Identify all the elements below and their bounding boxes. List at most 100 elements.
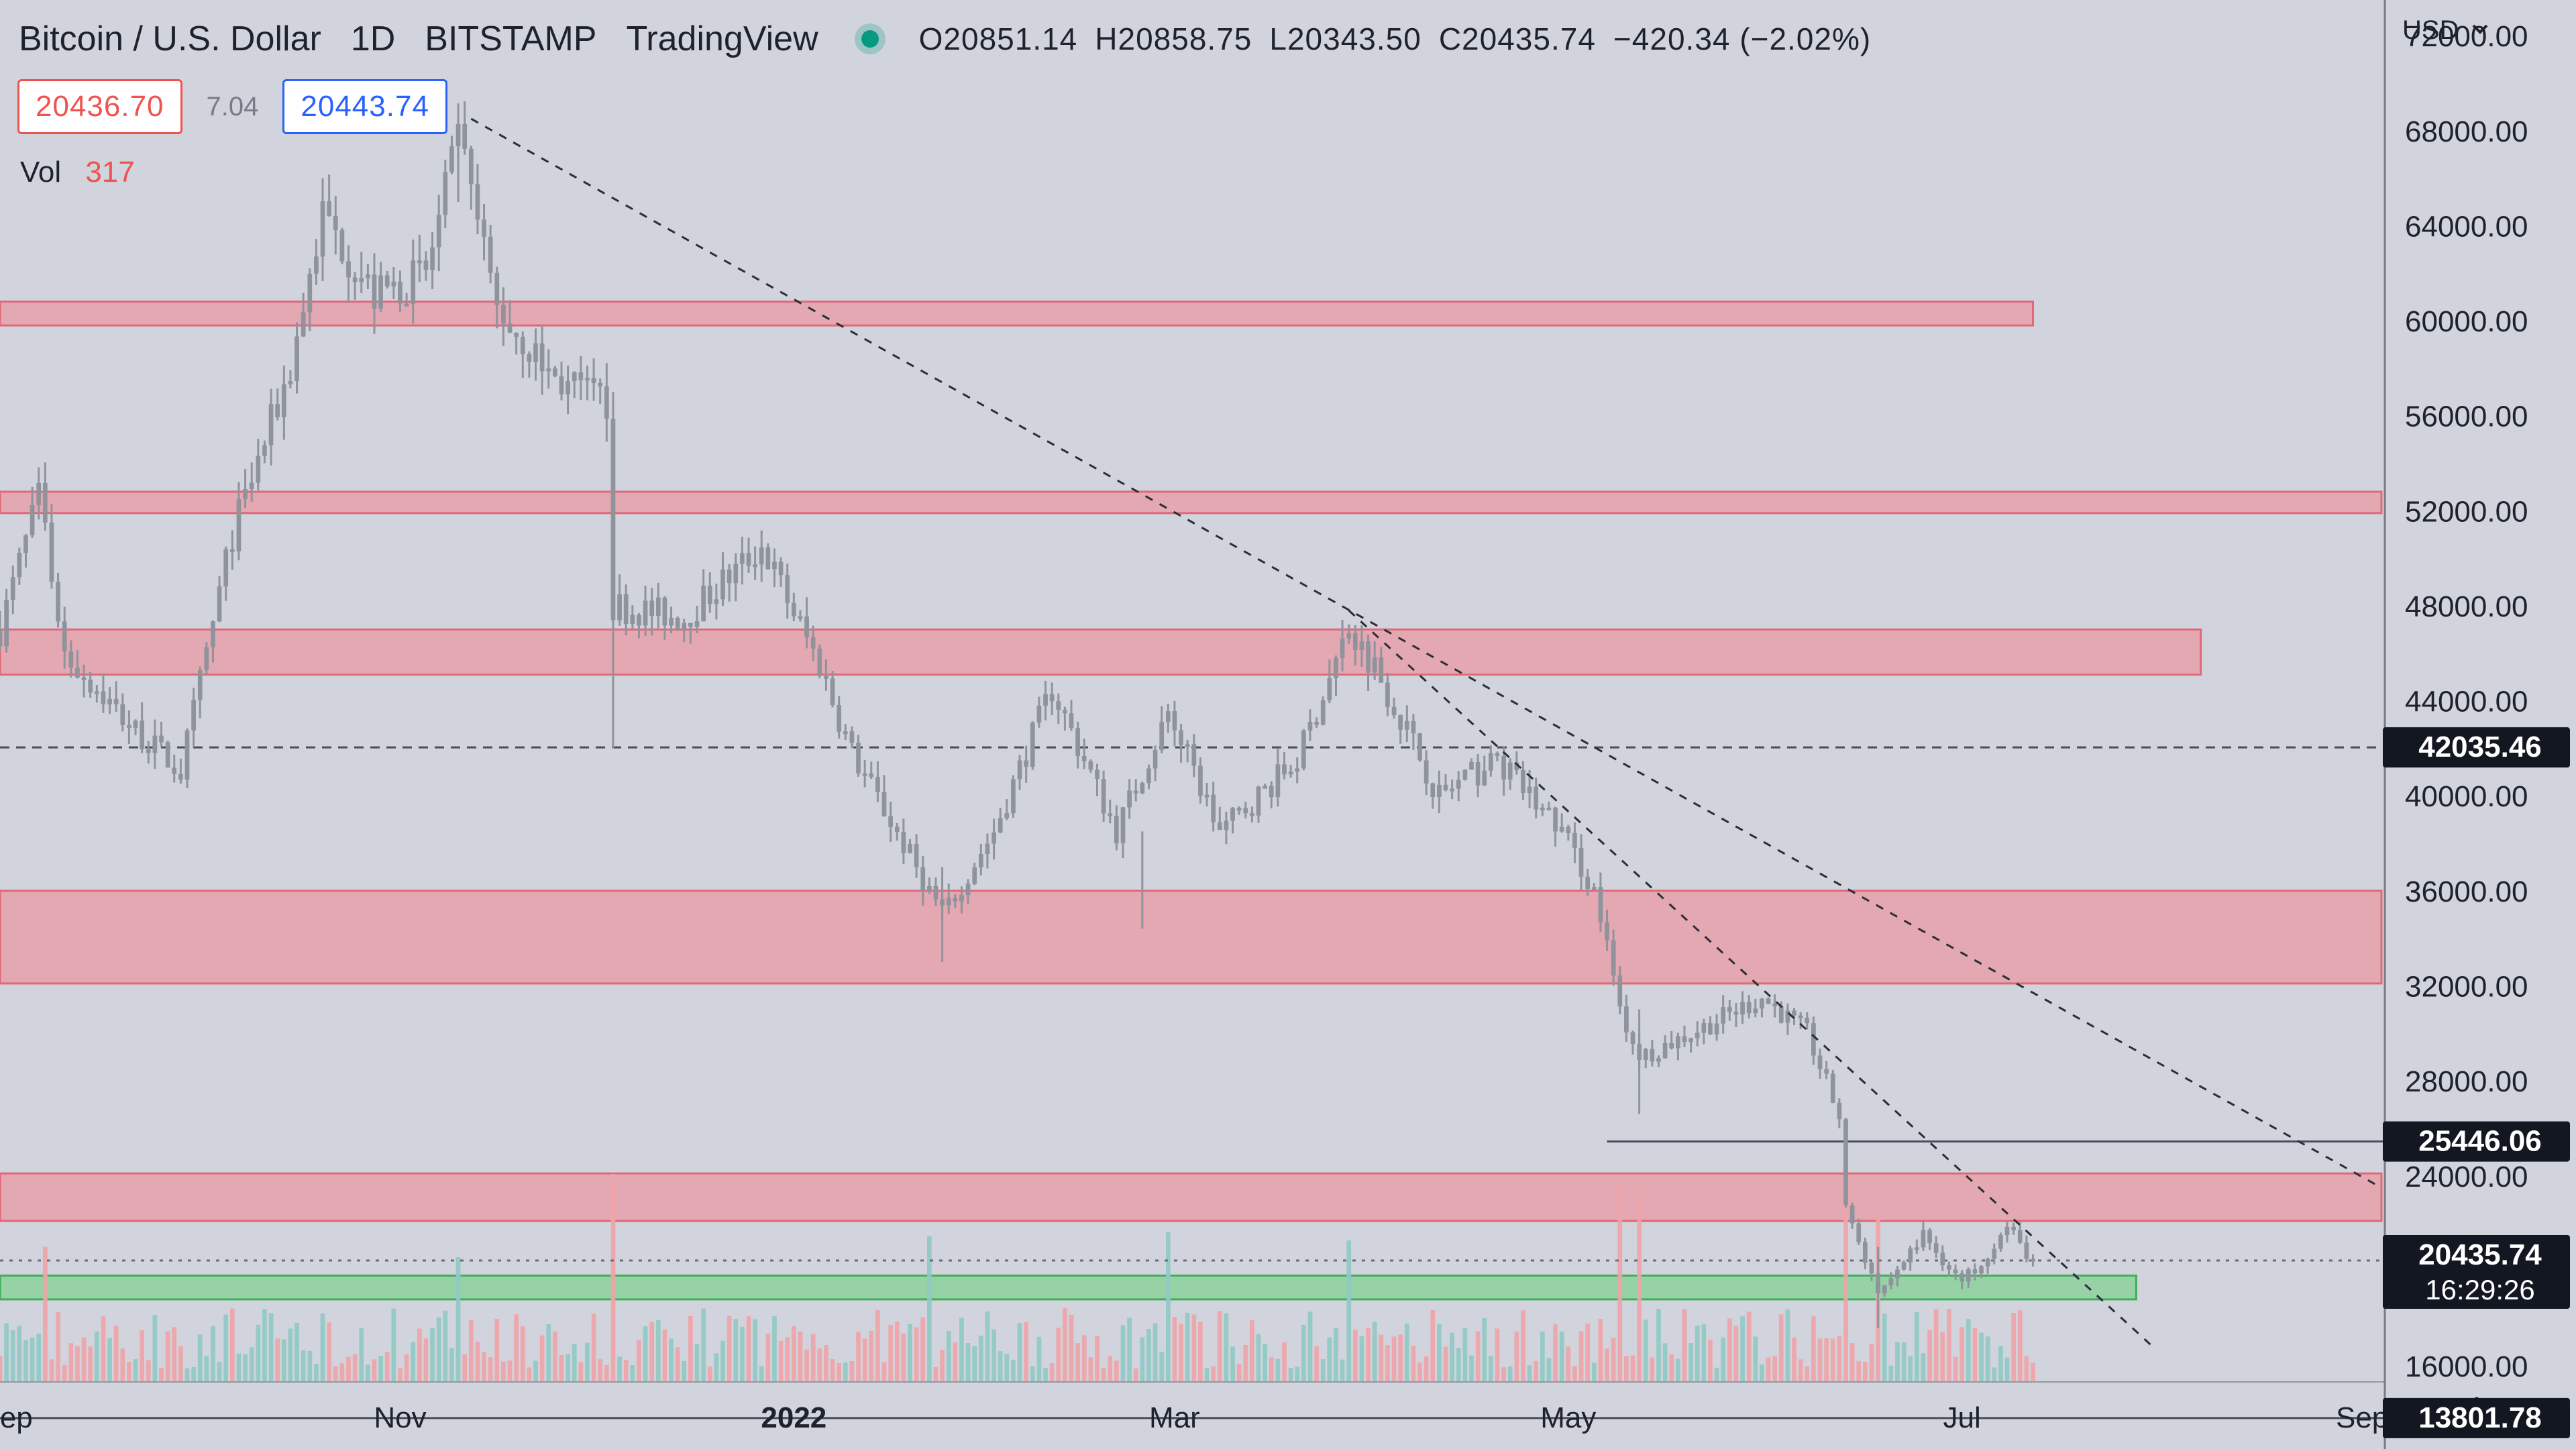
volume-bar	[617, 1356, 622, 1382]
candle-body	[101, 691, 106, 705]
volume-bar	[901, 1333, 906, 1382]
candle-body	[559, 376, 564, 394]
candle-body	[1992, 1248, 1997, 1259]
candle-body	[1095, 769, 1099, 780]
candle-body	[1721, 1007, 1726, 1024]
chevron-down-icon[interactable]	[2472, 24, 2488, 34]
volume-bar	[68, 1343, 74, 1382]
volume-bar	[1578, 1331, 1584, 1382]
candle-body	[1307, 722, 1313, 731]
price-axis-label-bg-2	[2383, 1234, 2570, 1309]
volume-bar	[1411, 1346, 1416, 1382]
volume-bar	[507, 1360, 513, 1382]
candle-body	[1372, 657, 1377, 673]
volume-bar	[637, 1340, 641, 1382]
candle-body	[1908, 1248, 1913, 1263]
volume-bar	[1675, 1358, 1680, 1382]
volume-bar	[229, 1308, 235, 1382]
candle-body	[1578, 847, 1584, 877]
volume-bar	[56, 1311, 60, 1382]
candle-body	[810, 637, 816, 649]
candle-body	[1236, 808, 1242, 811]
candle-body	[243, 488, 248, 500]
candle-body	[662, 597, 667, 626]
candle-body	[1708, 1023, 1713, 1034]
candle-body	[1204, 794, 1210, 798]
candle-body	[1514, 762, 1519, 770]
candle-body	[1695, 1032, 1700, 1038]
volume-bar	[23, 1340, 28, 1382]
volume-bar	[1282, 1342, 1287, 1382]
sell-button[interactable]: 20436.70	[17, 79, 182, 134]
candle-body	[953, 898, 958, 902]
volume-bar	[746, 1316, 751, 1382]
candle-body	[359, 278, 364, 282]
volume-bar	[669, 1338, 674, 1382]
candle-body	[1843, 1119, 1848, 1205]
volume-bar	[1727, 1318, 1732, 1382]
candle-body	[197, 670, 203, 700]
support-zone-5	[0, 1275, 2137, 1301]
volume-bar	[1805, 1366, 1810, 1382]
volume-bar	[1979, 1332, 1984, 1382]
volume-bar	[501, 1361, 506, 1382]
candle-body	[1501, 756, 1506, 780]
volume-bar	[682, 1360, 687, 1382]
interval-label[interactable]: 1D	[350, 19, 396, 58]
candle-body	[1475, 761, 1481, 786]
volume-bar	[146, 1360, 151, 1382]
price-axis-label-bg-0	[2383, 727, 2570, 768]
x-tick-label: May	[1540, 1401, 1596, 1434]
volume-bar	[1346, 1240, 1352, 1382]
resistance-zone-1	[0, 490, 2383, 515]
volume-legend[interactable]: Vol 317	[20, 156, 135, 189]
volume-bar	[1081, 1335, 1087, 1382]
volume-bar	[1043, 1368, 1048, 1382]
symbol-name[interactable]: Bitcoin / U.S. Dollar	[19, 19, 321, 58]
volume-bar	[423, 1338, 429, 1382]
candle-body	[1404, 720, 1409, 730]
candle-body	[482, 219, 486, 237]
volume-bar	[101, 1316, 106, 1382]
volume-bar	[1669, 1354, 1674, 1382]
volume-bar	[462, 1354, 468, 1382]
volume-bar	[1159, 1352, 1165, 1382]
volume-bar	[1766, 1357, 1771, 1382]
volume-bar	[1740, 1316, 1745, 1382]
candle-body	[1947, 1265, 1951, 1270]
price-axis-label-0: 42035.46	[2418, 731, 2542, 763]
candle-body	[539, 343, 545, 372]
candle-body	[36, 483, 42, 505]
volume-bar	[1501, 1367, 1506, 1382]
volume-bar	[1495, 1328, 1500, 1382]
candle-body	[1320, 700, 1326, 725]
candle-body	[1585, 876, 1591, 890]
price-axis-label-2: 20435.74	[2418, 1238, 2542, 1271]
candle-body	[1379, 657, 1384, 683]
candle-body	[494, 272, 500, 305]
candle-body	[281, 384, 286, 417]
candle-body	[1624, 1006, 1629, 1032]
candle-body	[514, 333, 519, 337]
candle-body	[669, 617, 674, 626]
candle-body	[682, 623, 687, 630]
candle-body	[1256, 786, 1261, 816]
candle-body	[623, 594, 629, 625]
volume-bar	[1191, 1314, 1197, 1382]
buy-button[interactable]: 20443.74	[282, 79, 447, 134]
volume-bar	[1585, 1324, 1591, 1382]
candle-body	[1495, 753, 1500, 757]
candle-body	[965, 883, 971, 896]
candle-body	[546, 368, 551, 372]
candle-body	[998, 818, 1003, 833]
volume-bar	[1553, 1324, 1558, 1382]
candle-body	[488, 236, 493, 273]
candle-body	[946, 898, 951, 906]
volume-bar	[281, 1339, 286, 1382]
candle-body	[566, 381, 570, 394]
candle-body	[1760, 998, 1764, 1009]
volume-bar	[1643, 1320, 1648, 1382]
volume-bar	[288, 1328, 293, 1382]
